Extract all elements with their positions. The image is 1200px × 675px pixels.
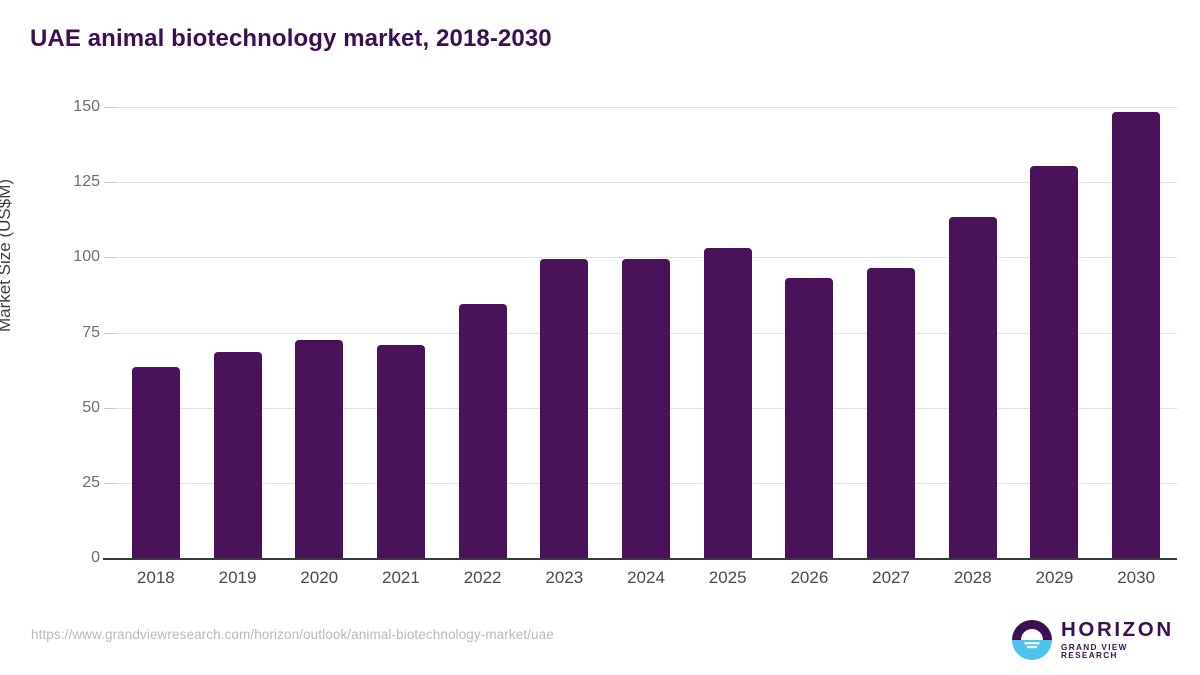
bar[interactable] <box>703 248 752 558</box>
bar[interactable] <box>948 216 997 558</box>
x-tick-label: 2018 <box>136 568 175 587</box>
logo-text: HORIZON GRAND VIEW RESEARCH <box>1061 620 1174 660</box>
gridline <box>115 182 1177 184</box>
gridline <box>115 107 1177 108</box>
x-tick-label: 2023 <box>545 568 584 587</box>
source-url[interactable]: https://www.grandviewresearch.com/horizo… <box>31 627 554 642</box>
x-tick-label: 2022 <box>463 568 502 587</box>
y-tick-label: 150 <box>73 98 100 115</box>
page-title: UAE animal biotechnology market, 2018-20… <box>30 25 552 52</box>
y-tick-mark <box>104 257 115 259</box>
x-tick-label: 2026 <box>790 568 829 587</box>
gridline <box>115 257 1177 259</box>
bar[interactable] <box>867 267 916 558</box>
x-tick-label: 2029 <box>1035 568 1074 587</box>
bar[interactable] <box>540 258 589 558</box>
bar[interactable] <box>458 303 507 558</box>
plot-area <box>115 107 1177 558</box>
x-tick-label: 2030 <box>1117 568 1156 587</box>
bar[interactable] <box>1112 111 1161 558</box>
x-tick-label: 2028 <box>953 568 992 587</box>
x-tick-label: 2024 <box>627 568 665 587</box>
x-tick-label: 2021 <box>382 568 420 587</box>
logo-tagline: GRAND VIEW RESEARCH <box>1061 642 1128 660</box>
y-tick-label: 100 <box>73 248 100 266</box>
bar[interactable] <box>622 258 670 558</box>
bar[interactable] <box>131 367 180 558</box>
y-tick-mark <box>104 107 115 108</box>
x-tick-label: 2027 <box>872 568 910 587</box>
logo-wordmark: HORIZON <box>1061 618 1174 642</box>
y-tick-label: 25 <box>82 473 100 491</box>
y-tick-mark <box>104 182 115 184</box>
y-tick-label: 125 <box>73 173 100 191</box>
bar[interactable] <box>376 344 425 558</box>
y-tick-label: 75 <box>82 323 100 341</box>
bar[interactable] <box>295 340 344 558</box>
y-tick-label: 0 <box>91 549 100 566</box>
bar[interactable] <box>1030 165 1079 558</box>
y-tick-mark <box>104 482 115 484</box>
x-tick-label: 2020 <box>300 568 339 587</box>
horizon-logo[interactable]: HORIZON GRAND VIEW RESEARCH <box>1012 619 1172 661</box>
y-axis-title: Market Size (US$M) <box>0 178 14 332</box>
y-tick-mark <box>104 407 115 409</box>
x-tick-label: 2019 <box>218 568 257 587</box>
y-tick-label: 50 <box>82 398 100 416</box>
bar[interactable] <box>213 352 262 558</box>
y-tick-mark <box>104 332 115 334</box>
x-tick-label: 2025 <box>708 568 747 587</box>
horizon-sun-logo-icon <box>1012 620 1052 660</box>
x-axis-line <box>103 558 1177 560</box>
bar[interactable] <box>785 278 834 558</box>
